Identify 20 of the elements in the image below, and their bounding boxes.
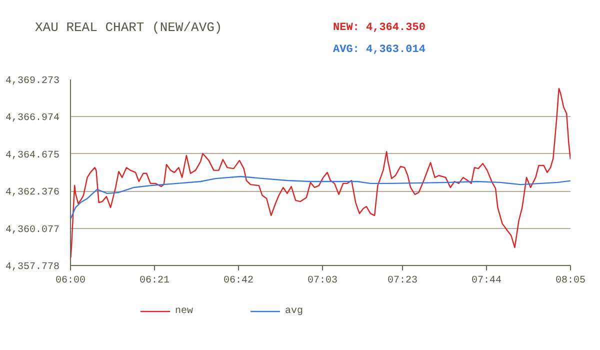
line-series	[70, 88, 570, 258]
x-tick-label: 07:03	[308, 276, 338, 286]
x-tick-label: 06:42	[224, 276, 254, 286]
text: AVG: 4,363.014	[333, 42, 426, 58]
legend-label: avg	[285, 306, 304, 316]
x-tick-label: 06:21	[140, 276, 170, 286]
line-series	[70, 176, 570, 220]
x-tick-label: 08:05	[556, 276, 586, 286]
legend-label: new	[175, 306, 194, 316]
text: NEW: 4,364.350	[333, 21, 426, 36]
y-tick-label: 4,369.273	[5, 76, 60, 87]
chart-title: XAU REAL CHART (NEW/AVG)	[35, 19, 222, 37]
y-tick-label: 4,364.675	[5, 150, 60, 162]
y-tick-label: 4,357.778	[5, 262, 60, 273]
y-tick-label: 4,360.077	[5, 224, 60, 236]
x-tick-label: 07:23	[387, 276, 418, 286]
x-tick-label: 06:00	[56, 276, 86, 286]
x-tick-label: 07:44	[471, 276, 502, 286]
y-tick-label: 4,366.974	[5, 113, 60, 124]
y-tick-label: 4,362.376	[5, 188, 60, 199]
